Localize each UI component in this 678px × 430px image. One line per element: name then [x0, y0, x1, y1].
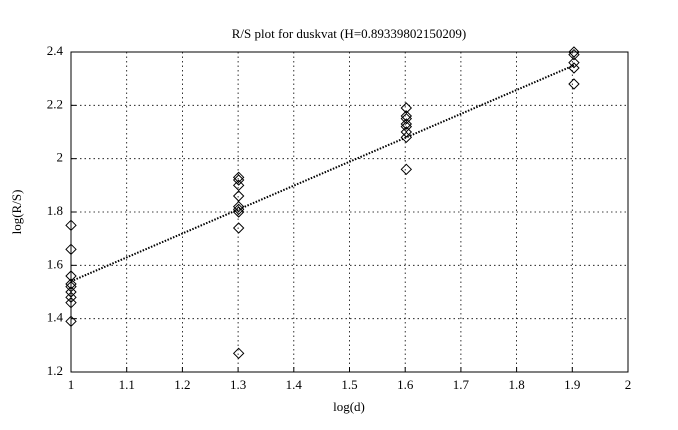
- data-point: [568, 48, 580, 61]
- x-tick-label: 1.3: [230, 377, 246, 392]
- data-point: [232, 347, 245, 360]
- y-axis-label: log(R/S): [9, 190, 24, 235]
- data-point: [65, 315, 77, 328]
- data-point: [568, 78, 580, 90]
- chart-title: R/S plot for duskvat (H=0.89339802150209…: [232, 26, 466, 41]
- x-tick-label: 1.6: [397, 377, 414, 392]
- data-point: [65, 296, 77, 309]
- data-point: [232, 171, 245, 184]
- fit-line: [70, 64, 575, 283]
- x-tick-label: 1.8: [508, 377, 524, 392]
- x-tick-label: 2: [625, 377, 632, 392]
- data-point: [232, 174, 245, 186]
- x-tick-label: 1.9: [564, 377, 580, 392]
- y-tick-label: 1.8: [47, 203, 63, 218]
- y-tick-label: 1.2: [47, 363, 63, 378]
- data-point: [232, 206, 245, 218]
- x-axis-label: log(d): [333, 399, 365, 414]
- y-tick-label: 1.6: [47, 256, 64, 271]
- plot-frame: [70, 51, 629, 373]
- data-point: [568, 56, 580, 69]
- x-tick-label: 1.2: [174, 377, 190, 392]
- x-tick-label: 1.1: [119, 377, 135, 392]
- y-tick-label: 2.2: [47, 96, 63, 111]
- data-point: [232, 200, 245, 213]
- data-point: [400, 131, 413, 144]
- data-point: [65, 278, 77, 290]
- data-point: [65, 243, 77, 256]
- data-point: [400, 118, 413, 130]
- y-tick-label: 1.4: [47, 310, 64, 325]
- x-tick-label: 1.7: [453, 377, 470, 392]
- x-tick-label: 1.5: [341, 377, 357, 392]
- data-point: [400, 163, 413, 176]
- y-tick-label: 2: [57, 150, 64, 165]
- data-point: [65, 291, 77, 304]
- data-point: [65, 219, 77, 232]
- x-tick-label: 1.4: [286, 377, 303, 392]
- data-point: [232, 222, 245, 234]
- data-point: [400, 112, 413, 125]
- data-point: [400, 126, 413, 138]
- y-tick-label: 2.4: [47, 43, 64, 58]
- x-tick-label: 1: [68, 377, 75, 392]
